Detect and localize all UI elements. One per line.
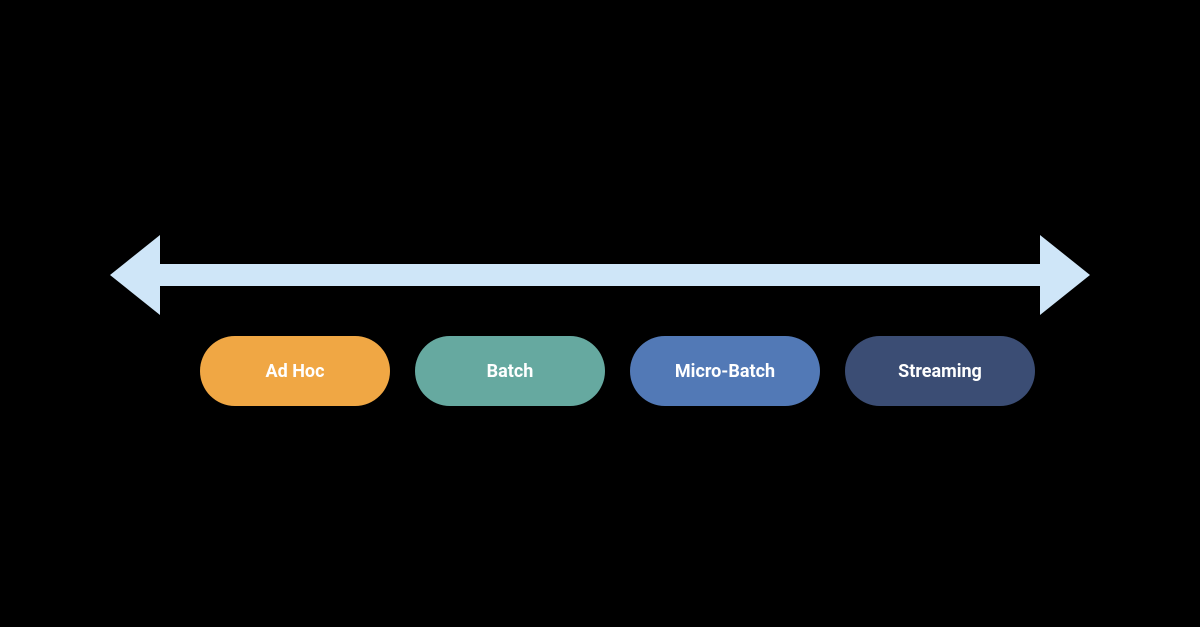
pills-row: Ad Hoc Batch Micro-Batch Streaming	[200, 336, 1040, 406]
double-arrow-icon	[110, 235, 1090, 315]
pill-label: Micro-Batch	[675, 361, 775, 382]
pill-label: Streaming	[898, 361, 982, 382]
spectrum-arrow	[110, 235, 1090, 315]
pill-batch: Batch	[415, 336, 605, 406]
pill-label: Batch	[487, 361, 534, 382]
pill-label: Ad Hoc	[266, 361, 325, 382]
pill-ad-hoc: Ad Hoc	[200, 336, 390, 406]
pill-micro-batch: Micro-Batch	[630, 336, 820, 406]
pill-streaming: Streaming	[845, 336, 1035, 406]
